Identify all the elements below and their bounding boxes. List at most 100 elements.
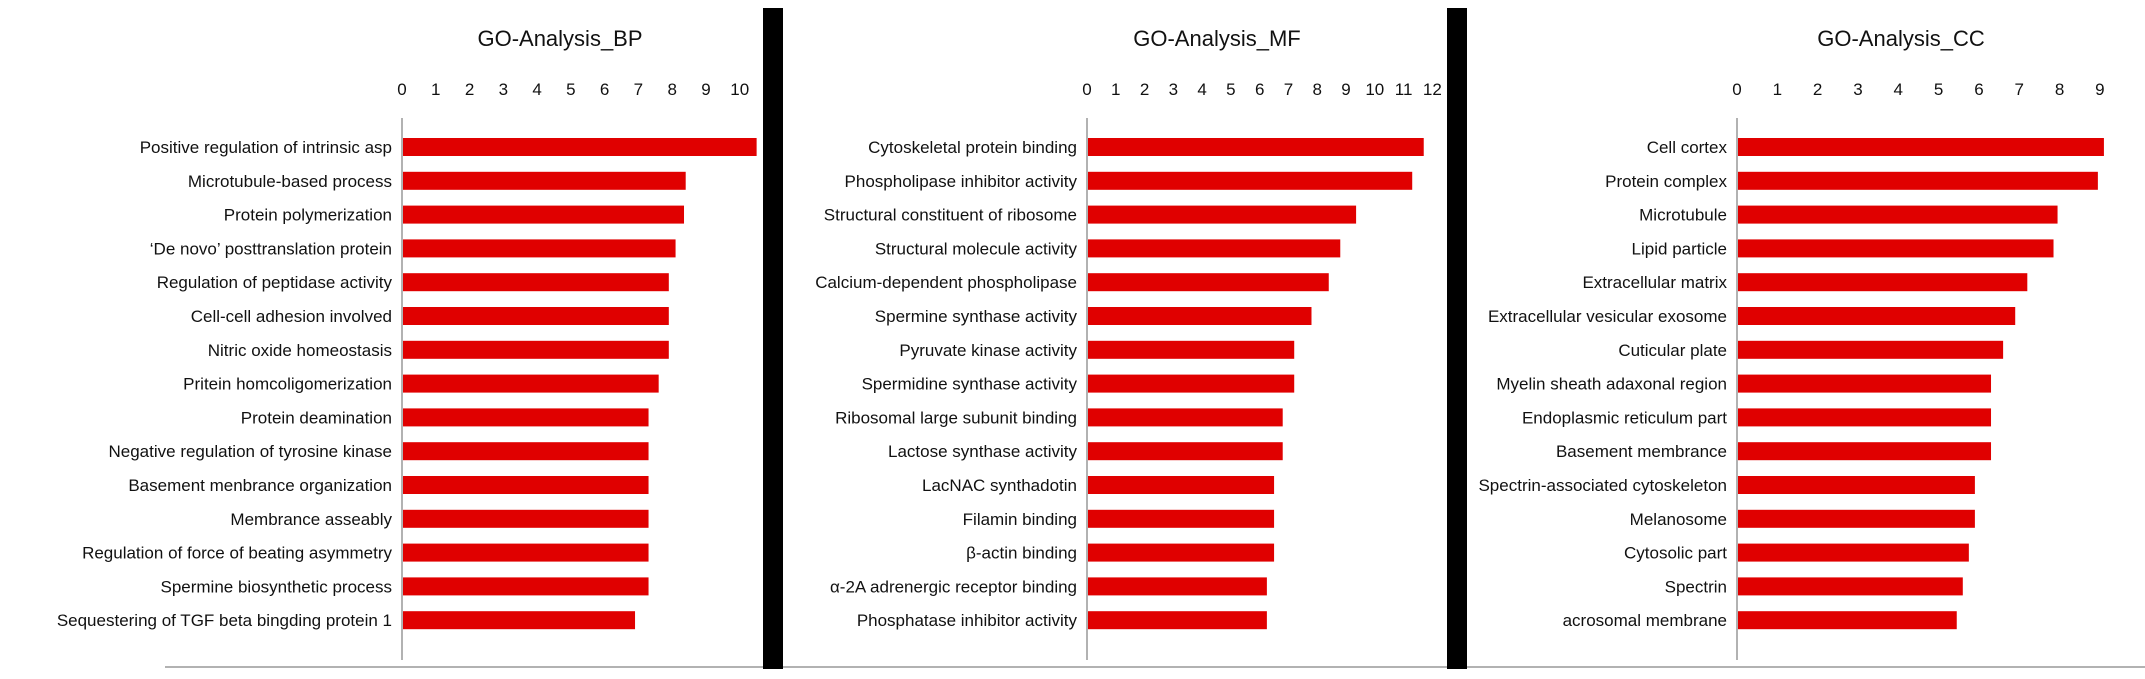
x-tick-label: 5 (1226, 80, 1235, 99)
category-label: Membrance asseably (230, 510, 392, 529)
bar (1738, 543, 1969, 562)
x-tick-label: 0 (1082, 80, 1091, 99)
category-label: β-actin binding (966, 544, 1077, 563)
x-tick-label: 10 (1365, 80, 1384, 99)
bar (1738, 340, 2004, 359)
panel-bp: GO-Analysis_BP 0 1 2 3 4 5 6 7 8 9 10 Positive regul… (57, 26, 757, 660)
x-tick-label: 9 (701, 80, 710, 99)
category-label: Spectrin-associated cytoskeleton (1478, 476, 1727, 495)
bar (403, 509, 649, 528)
category-label: Cell cortex (1647, 138, 1728, 157)
category-label: Protein deamination (241, 408, 392, 427)
category-label: Structural molecule activity (875, 239, 1078, 258)
category-label: Lactose synthase activity (888, 442, 1077, 461)
x-tick-label: 4 (532, 80, 541, 99)
category-label: Cytosolic part (1624, 544, 1727, 563)
category-label: Positive regulation of intrinsic asp (140, 138, 392, 157)
x-tick-label: 6 (1255, 80, 1264, 99)
bar (1088, 171, 1413, 190)
category-label: Microtubule-based process (188, 172, 392, 191)
x-tick-label: 7 (634, 80, 643, 99)
x-tick-label: 0 (1732, 80, 1741, 99)
category-label: Lipid particle (1632, 239, 1727, 258)
bar (403, 611, 636, 630)
chart-title: GO-Analysis_CC (1817, 26, 1985, 51)
x-tick-label: 6 (1974, 80, 1983, 99)
bar (1738, 509, 1975, 528)
category-label: Myelin sheath adaxonal region (1496, 375, 1727, 394)
panel-cc: GO-Analysis_CC 0 1 2 3 4 5 6 7 8 9 Cell cortex Prote… (1478, 26, 2105, 660)
x-tick-label: 0 (397, 80, 406, 99)
category-label: Spermine synthase activity (875, 307, 1078, 326)
category-label: Cytoskeletal protein binding (868, 138, 1077, 157)
category-label: LacNAC synthadotin (922, 476, 1077, 495)
category-label: Calcium-dependent phospholipase (815, 273, 1077, 292)
category-label: acrosomal membrane (1563, 611, 1727, 630)
category-label: Protein complex (1605, 172, 1727, 191)
x-tick-label: 1 (1773, 80, 1782, 99)
bar (1088, 509, 1275, 528)
bar (1088, 307, 1312, 325)
category-label: Nitric oxide homeostasis (208, 341, 392, 360)
bar (403, 239, 676, 258)
x-tick-label: 3 (1853, 80, 1862, 99)
bar (1738, 205, 2058, 224)
category-label: Spectrin (1665, 577, 1727, 596)
bar (1738, 442, 1992, 461)
x-tick-label: 1 (1111, 80, 1120, 99)
category-label: Cuticular plate (1618, 341, 1727, 360)
x-tick-label: 5 (566, 80, 575, 99)
x-tick-label: 9 (1341, 80, 1350, 99)
bar (403, 543, 649, 562)
x-tick-label: 7 (1284, 80, 1293, 99)
x-tick-label: 2 (465, 80, 474, 99)
category-label: Pyruvate kinase activity (899, 341, 1077, 360)
category-label: Filamin binding (963, 510, 1077, 529)
bar (1088, 543, 1275, 562)
category-label: Ribosomal large subunit binding (835, 408, 1077, 427)
category-label: Extracellular matrix (1582, 273, 1727, 292)
bar (1088, 577, 1267, 596)
category-label: Spermidine synthase activity (862, 375, 1078, 394)
category-label: Sequestering of TGF beta bingding protei… (57, 611, 392, 630)
bar (1088, 442, 1283, 461)
x-tick-label: 3 (1169, 80, 1178, 99)
category-label: Regulation of peptidase activity (157, 273, 393, 292)
bar (403, 307, 669, 325)
x-tick-label: 6 (600, 80, 609, 99)
bar (1088, 340, 1295, 359)
bar (403, 374, 659, 393)
bar (403, 442, 649, 461)
bar (1738, 611, 1957, 630)
category-label: Microtubule (1639, 206, 1727, 225)
category-label: Phosphatase inhibitor activity (857, 611, 1078, 630)
bar (1088, 374, 1295, 393)
x-tick-label: 10 (730, 80, 749, 99)
category-label: Cell-cell adhesion involved (191, 307, 392, 326)
bar (1088, 138, 1424, 156)
bar (403, 476, 649, 494)
x-tick-label: 5 (1934, 80, 1943, 99)
x-tick-label: 2 (1813, 80, 1822, 99)
x-tick-label: 9 (2095, 80, 2104, 99)
bar (1088, 611, 1267, 630)
bar (1738, 171, 2098, 190)
chart-title: GO-Analysis_BP (477, 26, 642, 51)
category-label: Protein polymerization (224, 206, 392, 225)
x-tick-label: 8 (1313, 80, 1322, 99)
x-tick-label: 8 (2055, 80, 2064, 99)
category-label: Endoplasmic reticulum part (1522, 408, 1727, 427)
bar (1738, 239, 2054, 258)
bar (1738, 476, 1975, 494)
x-tick-label: 2 (1140, 80, 1149, 99)
bar (403, 408, 649, 427)
x-tick-label: 8 (667, 80, 676, 99)
category-label: Negative regulation of tyrosine kinase (109, 442, 393, 461)
category-label: Melanosome (1630, 510, 1727, 529)
x-tick-label: 12 (1423, 80, 1442, 99)
x-tick-label: 11 (1395, 80, 1413, 99)
category-label: Regulation of force of beating asymmetry (82, 544, 392, 563)
category-label: Basement menbrance organization (128, 476, 392, 495)
bar (1088, 408, 1283, 427)
